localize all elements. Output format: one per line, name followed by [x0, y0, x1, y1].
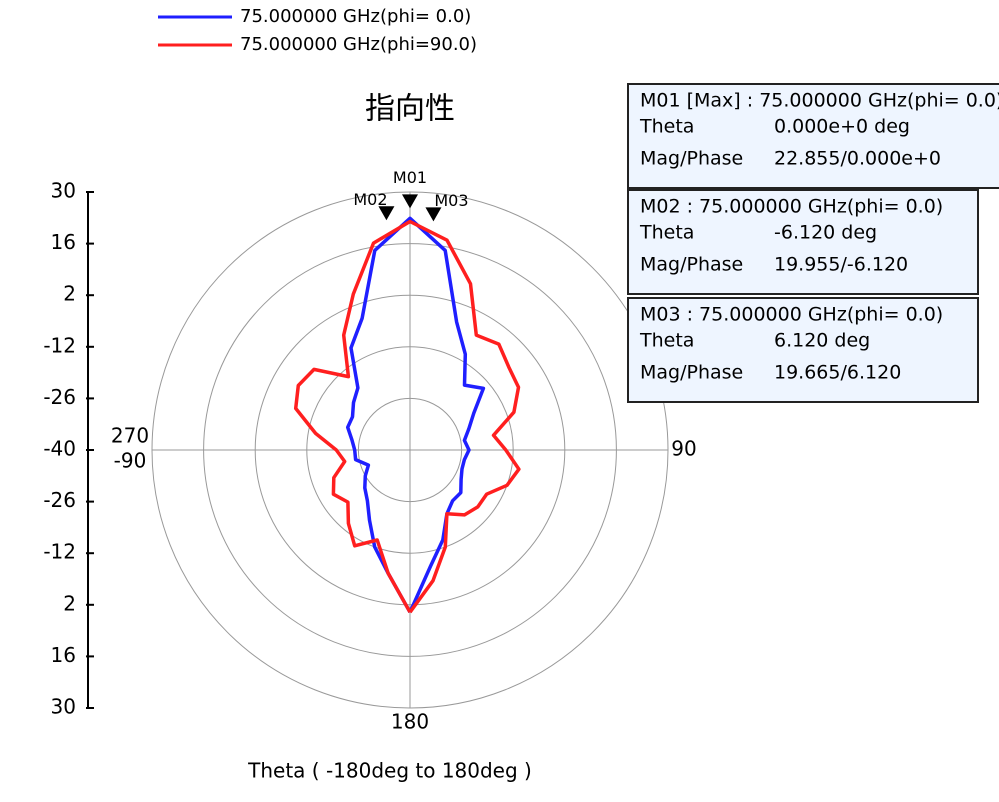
marker	[425, 207, 442, 222]
marker-box-key: Theta	[639, 222, 694, 244]
marker-box-value: 19.955/-6.120	[774, 254, 908, 276]
angle-tick-label: -90	[114, 449, 147, 473]
r-tick-label: 2	[63, 282, 76, 306]
marker-box	[627, 297, 979, 403]
marker-box-key: Mag/Phase	[640, 362, 743, 384]
marker	[402, 194, 418, 209]
r-tick-label: -12	[43, 540, 76, 564]
chart-title: 指向性	[365, 92, 455, 127]
r-tick-label: 16	[51, 230, 76, 254]
x-axis-label: Theta ( -180deg to 180deg )	[247, 759, 532, 783]
marker-box-value: 0.000e+0 deg	[774, 116, 910, 138]
r-tick-label: -40	[43, 437, 76, 461]
marker-box-key: Mag/Phase	[640, 254, 743, 276]
marker-box-value: -6.120 deg	[774, 222, 877, 244]
marker	[378, 206, 395, 221]
angle-tick-label: 270	[111, 424, 149, 448]
angle-tick-label: 90	[671, 437, 696, 461]
series-line	[293, 219, 521, 614]
marker-box	[627, 83, 999, 189]
marker-box-header: M02 : 75.000000 GHz(phi= 0.0)	[640, 196, 943, 218]
r-tick-label: 30	[51, 695, 76, 719]
legend-label: 75.000000 GHz(phi= 0.0)	[240, 6, 471, 27]
r-tick-label: 30	[51, 179, 76, 203]
marker-label: M01	[393, 168, 427, 187]
series-line	[345, 216, 486, 614]
marker-box-value: 6.120 deg	[774, 330, 870, 352]
marker-box-value: 22.855/0.000e+0	[774, 148, 941, 170]
angle-tick-label: 180	[391, 710, 429, 734]
r-tick-label: -12	[43, 333, 76, 357]
r-tick-label: 16	[51, 643, 76, 667]
r-tick-label: -26	[43, 488, 76, 512]
marker-box	[627, 189, 979, 295]
marker-box-key: Theta	[639, 330, 694, 352]
legend-label: 75.000000 GHz(phi=90.0)	[240, 34, 477, 55]
marker-box-key: Mag/Phase	[640, 148, 743, 170]
r-tick-label: 2	[63, 591, 76, 615]
marker-box-key: Theta	[639, 116, 694, 138]
r-tick-label: -26	[43, 385, 76, 409]
marker-box-value: 19.665/6.120	[774, 362, 901, 384]
marker-box-header: M01 [Max] : 75.000000 GHz(phi= 0.0)	[640, 90, 999, 112]
marker-label: M03	[434, 191, 468, 210]
marker-label: M02	[353, 190, 387, 209]
marker-box-header: M03 : 75.000000 GHz(phi= 0.0)	[640, 304, 943, 326]
